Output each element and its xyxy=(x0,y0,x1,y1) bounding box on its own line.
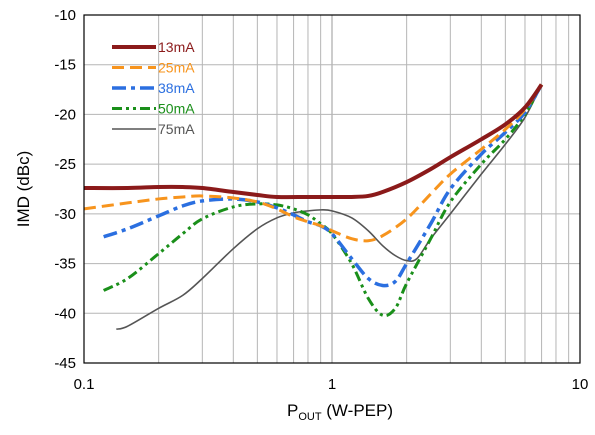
y-tick-label: -45 xyxy=(54,355,76,372)
x-axis-title-main: P xyxy=(287,401,298,420)
series-layer xyxy=(83,83,544,330)
x-axis-title-rest: (W-PEP) xyxy=(322,401,393,420)
plot-frame xyxy=(83,14,581,364)
legend-label-38mA: 38mA xyxy=(158,80,195,96)
legend-label-25mA: 25mA xyxy=(158,60,195,76)
series-line-13mA xyxy=(83,83,544,200)
x-tick-label: 1 xyxy=(328,376,336,393)
x-tick-label: 10 xyxy=(572,376,589,393)
y-tick-label: -35 xyxy=(54,256,76,273)
y-tick-label: -20 xyxy=(54,106,76,123)
x-tick-label: 0.1 xyxy=(74,376,95,393)
y-tick-label: -10 xyxy=(54,7,76,24)
legend-label-50mA: 50mA xyxy=(158,101,195,117)
y-tick-label: -40 xyxy=(54,305,76,322)
x-axis-title-subscript: OUT xyxy=(298,411,322,423)
x-axis-title: POUT (W-PEP) xyxy=(287,401,393,423)
tick-labels: -10 -15 -20 -25 -30 -35 -40 -45 0.1 1 10 xyxy=(54,7,588,393)
y-axis-title: IMD (dBc) xyxy=(14,151,33,228)
series-line-25mA xyxy=(83,83,543,243)
y-tick-label: -25 xyxy=(54,156,76,173)
series-line-75mA xyxy=(116,84,543,330)
y-tick-label: -15 xyxy=(54,57,76,74)
legend-label-75mA: 75mA xyxy=(158,121,195,137)
series-line-38mA xyxy=(103,83,544,288)
legend-label-13mA: 13mA xyxy=(158,39,195,55)
y-tick-label: -30 xyxy=(54,206,76,223)
series-line-50mA xyxy=(102,83,543,318)
legend: 13mA 25mA 38mA 50mA 75mA xyxy=(112,39,195,137)
